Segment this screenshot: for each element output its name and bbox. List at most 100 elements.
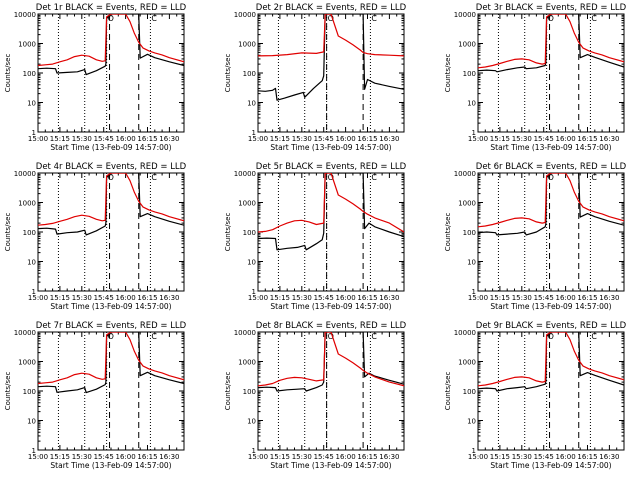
- x-tick-label: 16:00: [556, 294, 576, 302]
- x-tick-label: 15:15: [50, 453, 70, 461]
- y-tick-label: 1000: [238, 200, 256, 208]
- x-tick-label: 16:30: [379, 294, 399, 302]
- x-tick-label: 16:15: [357, 135, 377, 143]
- x-tick-label: 16:15: [137, 294, 157, 302]
- y-axis-label: Counts/sec: [444, 372, 452, 411]
- chart-title: Det 3r BLACK = Events, RED = LLD: [476, 3, 627, 13]
- y-tick-label: 1: [472, 288, 476, 296]
- y-tick-label: 10000: [14, 329, 36, 337]
- y-tick-label: 100: [243, 388, 256, 396]
- series-lld-line: [478, 332, 624, 387]
- x-tick-label: 15:00: [28, 294, 48, 302]
- x-tick-label: 16:15: [137, 453, 157, 461]
- x-tick-label: 15:00: [248, 294, 268, 302]
- series-events-line: [38, 14, 184, 76]
- x-tick-label: 15:45: [94, 453, 114, 461]
- series-events-line: [38, 173, 184, 236]
- chart-panel-det-9r: Det 9r BLACK = Events, RED = LLD 1 10 100 10…: [444, 321, 627, 470]
- x-tick-label: 15:30: [72, 294, 92, 302]
- x-tick-label: 16:00: [336, 135, 356, 143]
- marker-label: O: [328, 173, 334, 182]
- x-tick-label: 15:15: [50, 294, 70, 302]
- y-axis-label: Counts/sec: [4, 54, 12, 93]
- plot-frame: [477, 13, 625, 133]
- y-tick-label: 10: [247, 418, 256, 426]
- x-tick-label: 16:00: [556, 135, 576, 143]
- x-tick-label: 15:00: [468, 294, 488, 302]
- chart-panel-det-6r: Det 6r BLACK = Events, RED = LLD 1 10 100 10…: [444, 162, 627, 311]
- series-lld-line: [258, 173, 404, 233]
- x-tick-label: 16:00: [556, 453, 576, 461]
- y-tick-label: 1: [472, 129, 476, 137]
- x-axis-label: Start Time (13-Feb-09 14:57:00): [490, 143, 611, 152]
- x-axis-label: Start Time (13-Feb-09 14:57:00): [270, 302, 391, 311]
- y-tick-label: 1: [252, 288, 256, 296]
- x-tick-label: 15:30: [512, 135, 532, 143]
- chart-title: Det 6r BLACK = Events, RED = LLD: [476, 162, 627, 172]
- y-tick-label: 10000: [14, 11, 36, 19]
- x-tick-label: 16:15: [137, 135, 157, 143]
- x-tick-label: 16:00: [116, 135, 136, 143]
- y-axis-label: Counts/sec: [224, 372, 232, 411]
- y-tick-label: 100: [463, 70, 476, 78]
- y-tick-label: 1000: [458, 41, 476, 49]
- x-tick-label: 15:00: [468, 135, 488, 143]
- plot-frame: [257, 172, 405, 292]
- y-tick-label: 10000: [234, 170, 256, 178]
- y-tick-label: 10: [467, 418, 476, 426]
- x-tick-label: 15:15: [50, 135, 70, 143]
- y-tick-label: 1000: [18, 359, 36, 367]
- x-tick-label: 16:30: [159, 453, 179, 461]
- x-tick-label: 15:45: [94, 294, 114, 302]
- y-tick-label: 100: [23, 229, 36, 237]
- y-axis-label: Counts/sec: [444, 213, 452, 252]
- x-tick-label: 15:30: [292, 135, 312, 143]
- y-tick-label: 10: [27, 418, 36, 426]
- x-tick-label: 16:30: [159, 294, 179, 302]
- x-tick-label: 15:15: [270, 294, 290, 302]
- y-tick-label: 1: [32, 129, 36, 137]
- series-lld-line: [258, 14, 404, 57]
- y-tick-label: 1: [252, 447, 256, 455]
- x-tick-label: 16:30: [599, 294, 619, 302]
- marker-label: O: [548, 173, 554, 182]
- y-tick-label: 1000: [458, 200, 476, 208]
- chart-panel-det-4r: Det 4r BLACK = Events, RED = LLD 1 10 100 10…: [4, 162, 187, 311]
- y-tick-label: 10000: [454, 170, 476, 178]
- x-axis-label: Start Time (13-Feb-09 14:57:00): [270, 143, 391, 152]
- y-axis-label: Counts/sec: [4, 372, 12, 411]
- x-tick-label: 16:15: [357, 294, 377, 302]
- y-tick-label: 1: [32, 447, 36, 455]
- marker-label: C: [591, 173, 597, 182]
- chart-panel-det-3r: Det 3r BLACK = Events, RED = LLD 1 10 100 10…: [444, 3, 627, 152]
- chart-title: Det 4r BLACK = Events, RED = LLD: [36, 162, 187, 172]
- chart-panel-det-5r: Det 5r BLACK = Events, RED = LLD 1 10 100 10…: [224, 162, 407, 311]
- chart-panel-det-7r: Det 7r BLACK = Events, RED = LLD 1 10 100 10…: [4, 321, 187, 470]
- chart-title: Det 2r BLACK = Events, RED = LLD: [256, 3, 407, 13]
- y-tick-label: 100: [463, 388, 476, 396]
- series-lld-line: [478, 173, 624, 228]
- y-tick-label: 10: [247, 259, 256, 267]
- y-tick-label: 10: [27, 100, 36, 108]
- x-axis-label: Start Time (13-Feb-09 14:57:00): [490, 302, 611, 311]
- series-lld-line: [478, 14, 624, 69]
- marker-label: O: [548, 332, 554, 341]
- x-tick-label: 15:00: [468, 453, 488, 461]
- marker-label: O: [108, 14, 114, 23]
- x-tick-label: 15:15: [490, 294, 510, 302]
- x-tick-label: 15:00: [248, 135, 268, 143]
- marker-label: O: [108, 332, 114, 341]
- series-group: [478, 173, 624, 236]
- y-tick-label: 100: [463, 229, 476, 237]
- chart-title: Det 5r BLACK = Events, RED = LLD: [256, 162, 407, 172]
- y-tick-label: 1000: [458, 359, 476, 367]
- y-tick-label: 100: [23, 70, 36, 78]
- plot-frame: [37, 172, 185, 292]
- y-tick-label: 10: [247, 100, 256, 108]
- x-tick-label: 15:15: [490, 453, 510, 461]
- marker-label: O: [108, 173, 114, 182]
- marker-label: C: [151, 173, 157, 182]
- x-axis-label: Start Time (13-Feb-09 14:57:00): [270, 461, 391, 470]
- plot-frame: [37, 331, 185, 451]
